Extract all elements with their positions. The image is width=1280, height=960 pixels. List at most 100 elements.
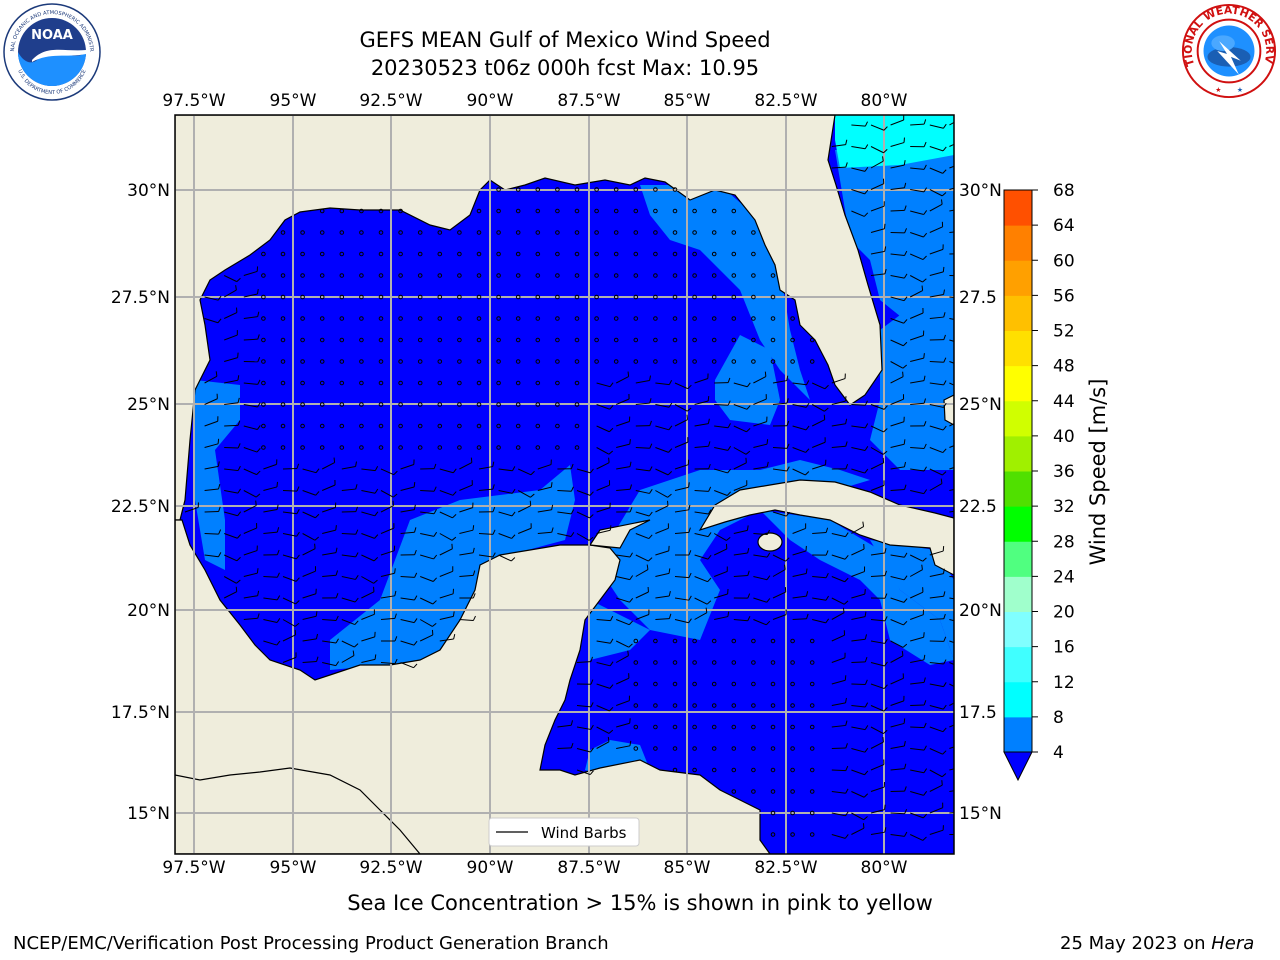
wind-barb-flag [942, 425, 947, 431]
wind-barb [890, 745, 905, 749]
wind-barb-flag [217, 438, 220, 444]
calm-wind-marker [359, 402, 364, 407]
lon-label-top: 97.5°W [162, 91, 225, 111]
calm-wind-marker [751, 337, 756, 343]
calm-wind-marker [261, 402, 266, 407]
wind-barb [910, 253, 924, 261]
wind-barb-flag [511, 511, 516, 517]
wind-barb-flag [923, 722, 927, 728]
wind-barb [851, 827, 865, 835]
wind-barb-flag [355, 461, 358, 467]
calm-wind-marker [535, 208, 541, 214]
wind-barb [576, 490, 591, 496]
wind-barb-flag [609, 525, 612, 531]
wind-barb [851, 404, 866, 406]
wind-barb-flag [726, 536, 731, 541]
calm-wind-marker [653, 316, 658, 321]
calm-wind-marker [300, 294, 305, 300]
wind-barb-flag [806, 613, 809, 619]
lat-label-right: 20°N [959, 601, 1002, 621]
calm-wind-marker [613, 316, 619, 321]
wind-barb-flag [942, 266, 945, 272]
wind-barb [616, 576, 630, 581]
wind-barb [792, 573, 807, 577]
wind-barb-flag [903, 273, 908, 279]
calm-wind-marker [574, 359, 580, 364]
calm-wind-marker [633, 230, 639, 235]
calm-wind-marker [751, 638, 756, 644]
wind-barb [870, 705, 885, 712]
wind-barb [929, 271, 944, 276]
wind-barb [694, 612, 708, 620]
calm-wind-marker [653, 230, 658, 235]
wind-barb [400, 619, 415, 624]
lat-label-left: 27.5°N [111, 288, 170, 308]
wind-barb-flag [884, 804, 886, 810]
wind-barb [557, 747, 572, 749]
wind-barb [812, 597, 827, 601]
wind-barb [851, 124, 866, 127]
wind-barb-flag [707, 396, 710, 402]
lon-label-bottom: 95°W [270, 858, 317, 878]
calm-wind-marker [574, 187, 580, 192]
calm-wind-marker [809, 660, 815, 665]
wind-barb-flag [492, 506, 496, 512]
wind-barb [890, 398, 904, 405]
wind-barb [949, 121, 954, 126]
wind-barb [870, 786, 885, 792]
calm-wind-marker [555, 208, 560, 214]
wind-barb-flag [235, 285, 237, 291]
wind-barb [655, 618, 670, 620]
colorbar-tick-label: 32 [1053, 497, 1075, 517]
wind-barb [890, 597, 905, 603]
wind-barb [321, 462, 335, 470]
wind-barb [949, 510, 954, 513]
wind-barb-flag [276, 481, 279, 488]
wind-barb [851, 447, 866, 451]
wind-barb [243, 316, 258, 319]
wind-barb [674, 619, 689, 624]
wind-barb [224, 424, 239, 427]
wind-barb-flag [688, 482, 690, 488]
wind-barb-flag [923, 398, 927, 404]
wind-barb [655, 572, 670, 577]
calm-wind-marker [692, 251, 697, 257]
wind-barb [753, 597, 767, 603]
calm-wind-marker [339, 380, 345, 386]
wind-barb-flag [218, 506, 221, 512]
wind-barb [674, 404, 688, 412]
wind-barb-flag [844, 577, 849, 583]
wind-barb [322, 640, 337, 644]
calm-wind-marker [319, 316, 325, 321]
wind-barb [596, 404, 610, 410]
calm-wind-marker [261, 380, 266, 386]
calm-wind-marker [613, 187, 619, 192]
wind-barb-flag [747, 570, 750, 576]
wind-barb [616, 398, 630, 405]
wind-barb-flag [825, 618, 830, 624]
wind-barb [929, 618, 944, 620]
wind-barb-flag [315, 513, 320, 519]
calm-wind-marker [770, 746, 776, 751]
calm-wind-marker [711, 294, 717, 300]
wind-barb [713, 533, 727, 541]
calm-wind-marker [496, 273, 501, 278]
wind-barb-flag [923, 745, 927, 751]
wind-barb [851, 616, 866, 620]
wind-barb [204, 443, 219, 448]
calm-wind-marker [457, 445, 462, 450]
calm-wind-marker [417, 230, 423, 235]
calm-wind-marker [300, 273, 305, 278]
wind-barb [439, 593, 454, 599]
wind-barb [596, 484, 610, 491]
wind-barb-flag [824, 407, 829, 412]
wind-barb-flag [218, 529, 222, 535]
calm-wind-marker [300, 316, 305, 321]
wind-barb [380, 572, 395, 577]
calm-wind-marker [711, 767, 717, 773]
wind-barb [243, 382, 258, 385]
wind-barb-flag [355, 552, 359, 558]
wind-barb [910, 490, 924, 495]
calm-wind-marker [770, 337, 776, 343]
wind-barb [635, 447, 650, 449]
